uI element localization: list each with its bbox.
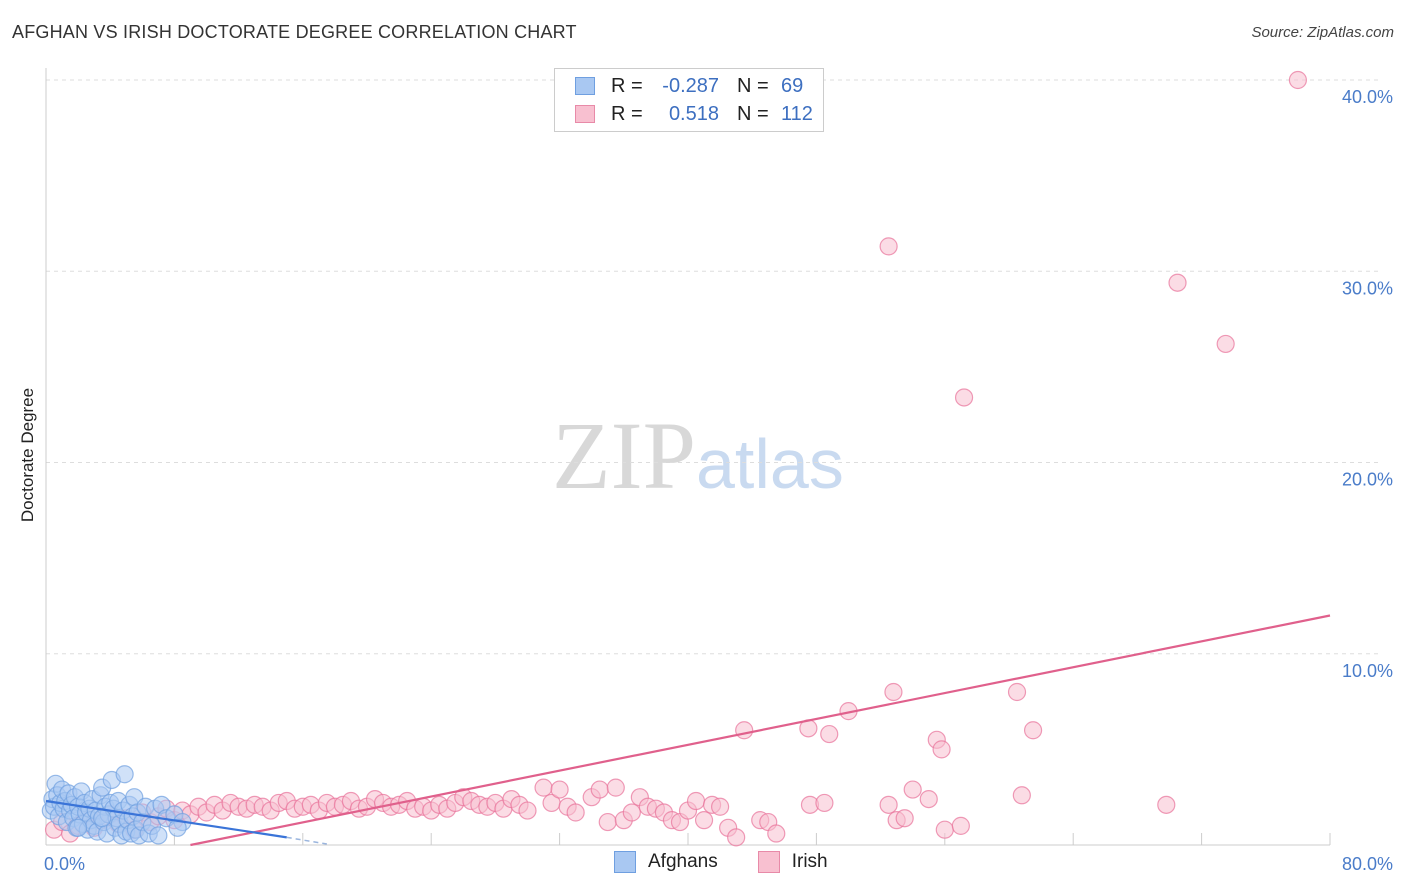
axis-labels: 10.0% 20.0% 30.0% 40.0% 0.0% 80.0% Doctorate D…: [18, 87, 1393, 874]
x-tick-label: 0.0%: [44, 854, 85, 874]
irish-point: [903, 780, 922, 799]
irish-point: [710, 797, 730, 816]
irish-point: [1023, 721, 1043, 740]
afghan-points: [41, 765, 192, 845]
legend-row-irish: R = 0.518 N = 112: [575, 101, 813, 127]
irish-point: [815, 793, 834, 813]
afghans-point: [68, 818, 88, 837]
irish-point: [694, 811, 714, 830]
y-tick-label: 20.0%: [1342, 470, 1393, 490]
legend-swatch-irish: [575, 105, 595, 123]
irish-trend-line: [190, 614, 1331, 847]
legend-r-value: -0.287: [662, 74, 719, 97]
irish-point: [727, 828, 746, 847]
series-legend: Afghans Irish: [614, 851, 868, 873]
irish-points: [44, 70, 1308, 847]
legend-n-value: 112: [781, 102, 813, 125]
stats-legend: R = -0.287 N = 69 R = 0.518 N = 112: [554, 68, 824, 132]
axes: [45, 68, 1331, 846]
source-credit: Source: ZipAtlas.com: [1251, 24, 1394, 41]
legend-n-value: 69: [781, 74, 804, 97]
irish-point: [1157, 795, 1176, 814]
irish-point: [951, 816, 970, 835]
afghans-point: [93, 809, 112, 828]
legend-item-irish[interactable]: Irish: [757, 851, 828, 873]
grid-lines: [46, 79, 1380, 655]
legend-r-value: 0.518: [668, 102, 719, 125]
watermark-atlas: atlas: [696, 425, 844, 503]
legend-row-afghans: R = -0.287 N = 69: [575, 73, 803, 99]
afghans-point: [168, 818, 187, 837]
y-tick-label: 10.0%: [1342, 661, 1393, 681]
legend-label-afghans: Afghans: [648, 851, 718, 872]
irish-point: [735, 721, 754, 740]
irish-point: [879, 795, 898, 814]
irish-point: [935, 820, 954, 839]
legend-n-label: N =: [737, 102, 769, 125]
irish-point: [767, 824, 786, 843]
irish-point: [534, 778, 553, 797]
watermark-zip: ZIP: [552, 402, 696, 509]
legend-swatch-afghans: [575, 77, 595, 95]
afghans-point: [149, 826, 168, 845]
irish-point: [686, 791, 706, 811]
irish-point: [518, 801, 537, 820]
irish-point: [550, 780, 569, 799]
irish-point: [884, 682, 903, 702]
irish-point: [1168, 273, 1187, 292]
irish-point: [879, 237, 898, 256]
afghans-point: [115, 765, 134, 784]
afghan-trend-line: [45, 799, 287, 839]
y-axis-label: Doctorate Degree: [18, 388, 37, 522]
legend-swatch-irish: [757, 851, 780, 873]
legend-r-label: R =: [611, 74, 643, 97]
legend-label-irish: Irish: [791, 851, 828, 872]
irish-point: [1288, 70, 1308, 90]
watermark: ZIPatlas: [552, 400, 844, 511]
irish-point: [820, 724, 839, 744]
chart-title: AFGHAN VS IRISH DOCTORATE DEGREE CORRELA…: [12, 22, 577, 42]
afghan-trend-extension: [286, 836, 327, 845]
y-tick-label: 40.0%: [1342, 87, 1393, 107]
x-tick-label: 80.0%: [1342, 854, 1393, 874]
irish-point: [606, 778, 625, 797]
irish-point: [622, 803, 641, 822]
legend-n-label: N =: [737, 74, 769, 97]
irish-point: [1007, 682, 1027, 702]
irish-point: [1012, 786, 1031, 805]
y-tick-label: 30.0%: [1342, 278, 1393, 298]
irish-point: [566, 803, 585, 822]
legend-swatch-afghans: [614, 851, 636, 873]
trend-lines: [45, 614, 1331, 847]
legend-r-label: R =: [611, 102, 643, 125]
irish-point: [919, 789, 938, 809]
irish-point: [598, 812, 617, 832]
irish-point: [954, 388, 974, 407]
irish-point: [932, 740, 951, 759]
legend-item-afghans[interactable]: Afghans: [614, 851, 718, 873]
irish-point: [895, 809, 914, 828]
irish-point: [1216, 334, 1235, 354]
irish-point: [590, 780, 609, 799]
